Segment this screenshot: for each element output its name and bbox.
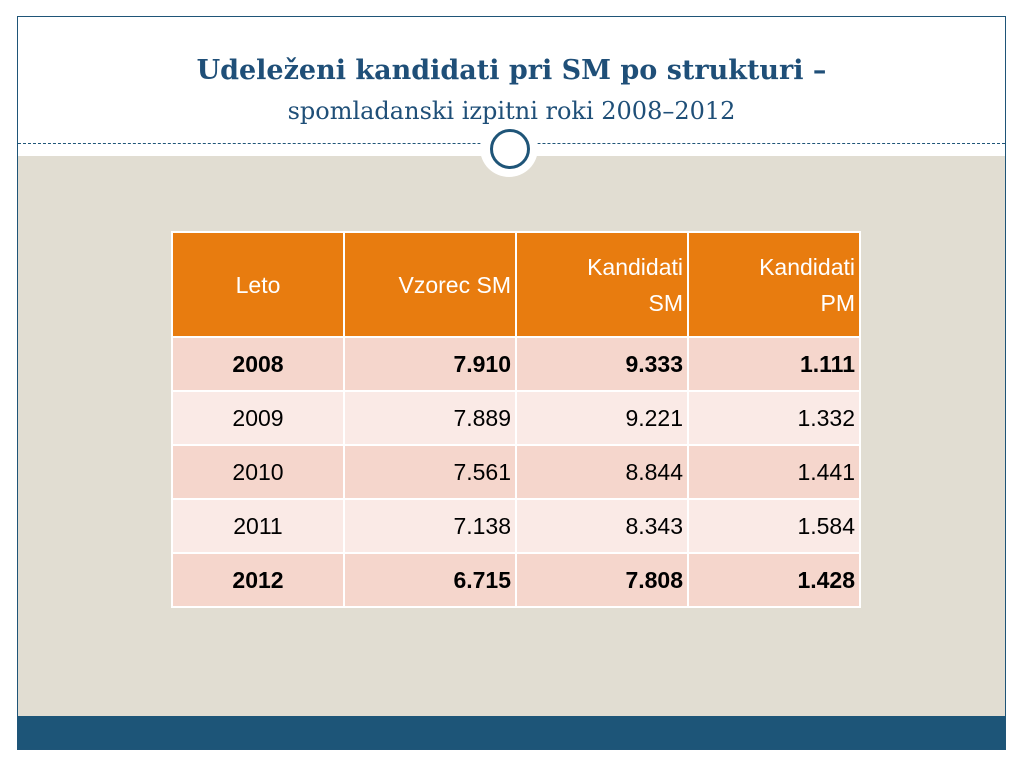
cell-leto: 2010 — [171, 444, 345, 500]
cell-kandidati-pm: 1.332 — [687, 390, 861, 446]
cell-leto: 2011 — [171, 498, 345, 554]
candidates-table: Leto Vzorec SM Kandidati SM Kandidati PM — [171, 231, 861, 608]
cell-kandidati-sm: 8.343 — [515, 498, 689, 554]
table-row: 2012 6.715 7.808 1.428 — [171, 552, 861, 608]
table-row: 2009 7.889 9.221 1.332 — [171, 390, 861, 446]
table-row: 2011 7.138 8.343 1.584 — [171, 498, 861, 554]
header-kandidati-pm: Kandidati PM — [687, 231, 861, 338]
cell-leto: 2009 — [171, 390, 345, 446]
table-row: 2008 7.910 9.333 1.111 — [171, 336, 861, 392]
cell-vzorec-sm: 7.889 — [343, 390, 517, 446]
cell-kandidati-sm: 9.333 — [515, 336, 689, 392]
title-main: Udeleženi kandidati pri SM po strukturi … — [196, 55, 827, 86]
table-row: 2010 7.561 8.844 1.441 — [171, 444, 861, 500]
cell-kandidati-sm: 9.221 — [515, 390, 689, 446]
cell-kandidati-pm: 1.584 — [687, 498, 861, 554]
slide-frame: Udeleženi kandidati pri SM po strukturi … — [17, 16, 1006, 750]
cell-leto: 2008 — [171, 336, 345, 392]
cell-kandidati-pm: 1.111 — [687, 336, 861, 392]
cell-leto: 2012 — [171, 552, 345, 608]
header-vzorec-sm: Vzorec SM — [343, 231, 517, 338]
header-kandidati-sm: Kandidati SM — [515, 231, 689, 338]
cell-vzorec-sm: 7.910 — [343, 336, 517, 392]
footer-band — [18, 716, 1005, 749]
cell-kandidati-pm: 1.428 — [687, 552, 861, 608]
cell-vzorec-sm: 7.138 — [343, 498, 517, 554]
cell-vzorec-sm: 6.715 — [343, 552, 517, 608]
cell-vzorec-sm: 7.561 — [343, 444, 517, 500]
slide-title: Udeleženi kandidati pri SM po strukturi … — [18, 51, 1005, 131]
cell-kandidati-sm: 8.844 — [515, 444, 689, 500]
header-leto: Leto — [171, 231, 345, 338]
cell-kandidati-pm: 1.441 — [687, 444, 861, 500]
divider-ring-icon — [490, 129, 530, 169]
table-header-row: Leto Vzorec SM Kandidati SM Kandidati PM — [171, 231, 861, 338]
cell-kandidati-sm: 7.808 — [515, 552, 689, 608]
